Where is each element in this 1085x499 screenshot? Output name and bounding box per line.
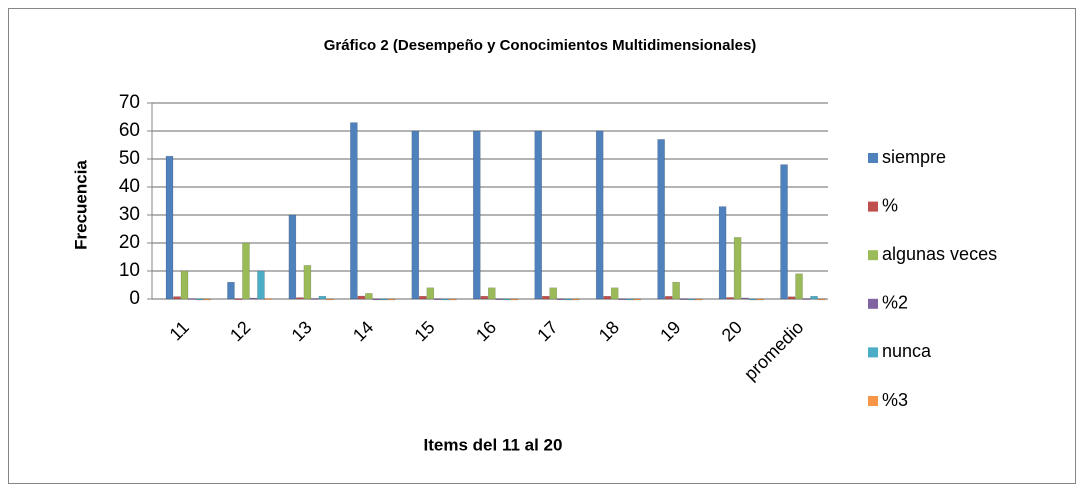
x-axis-title: Items del 11 al 20 <box>424 435 563 454</box>
bar <box>610 287 619 300</box>
bar <box>726 297 734 300</box>
bar <box>664 296 673 300</box>
bar <box>165 155 174 300</box>
legend-label: % <box>882 195 898 215</box>
chart-border <box>8 8 1076 484</box>
bar <box>780 164 788 300</box>
bar <box>303 265 312 300</box>
bar <box>510 298 519 301</box>
bar <box>694 298 703 301</box>
bar <box>802 298 811 300</box>
bar <box>718 206 727 300</box>
bar <box>365 293 373 300</box>
bar <box>411 130 420 300</box>
legend-label: %3 <box>882 390 908 410</box>
bar <box>372 298 381 301</box>
bar <box>672 281 680 300</box>
y-tick-label: 60 <box>119 120 140 141</box>
bar <box>173 296 181 300</box>
y-tick-label: 40 <box>119 176 140 197</box>
bar <box>488 287 496 300</box>
y-axis-title: Frecuencia <box>71 160 90 250</box>
y-tick-label: 0 <box>129 288 140 309</box>
bar <box>257 270 265 300</box>
legend-swatch <box>868 201 878 212</box>
bar <box>549 287 557 300</box>
bar <box>380 298 388 301</box>
bar <box>203 298 211 301</box>
bar <box>318 295 327 300</box>
y-tick-label: 30 <box>119 204 140 225</box>
bar <box>741 297 749 300</box>
bar <box>657 139 665 300</box>
bar <box>296 297 304 300</box>
legend-label: algunas veces <box>882 244 997 264</box>
bar <box>534 130 542 300</box>
bar <box>357 295 366 300</box>
legend-swatch <box>868 153 878 163</box>
bar <box>756 298 764 301</box>
legend-label: siempre <box>882 147 946 167</box>
bar <box>434 298 442 301</box>
bar <box>288 214 297 300</box>
bar <box>449 298 457 301</box>
bar <box>242 242 250 300</box>
bar <box>180 270 189 300</box>
bar <box>195 298 204 301</box>
bar <box>787 296 796 300</box>
legend-swatch <box>868 396 878 406</box>
legend-swatch <box>868 298 878 309</box>
bar <box>249 297 258 300</box>
bar <box>625 298 634 301</box>
bar <box>556 298 565 301</box>
bar <box>679 298 688 300</box>
bar <box>350 122 358 300</box>
bar <box>733 237 742 300</box>
bar <box>810 295 818 300</box>
bar <box>473 130 481 300</box>
bar <box>687 298 695 301</box>
bar <box>311 298 319 300</box>
bar <box>188 298 196 300</box>
bar <box>795 273 803 300</box>
bar <box>480 295 489 300</box>
bar <box>571 298 580 301</box>
y-tick-label: 20 <box>119 232 140 253</box>
bar <box>817 298 826 301</box>
bar <box>633 298 641 301</box>
bar <box>426 287 435 300</box>
y-tick-label: 10 <box>119 260 140 281</box>
bar <box>387 298 396 301</box>
bar <box>618 298 626 301</box>
bar <box>748 298 757 301</box>
bar <box>419 295 427 300</box>
bar <box>503 298 511 301</box>
legend-label: %2 <box>882 293 908 313</box>
legend-swatch <box>868 250 878 261</box>
bar <box>603 295 611 300</box>
bar <box>234 298 243 300</box>
bar <box>564 298 572 301</box>
bar <box>495 298 504 301</box>
y-tick-label: 70 <box>119 92 140 113</box>
y-tick-label: 50 <box>119 148 140 169</box>
legend-swatch <box>868 347 878 358</box>
legend-label: nunca <box>882 341 932 361</box>
bar <box>326 298 334 301</box>
bar <box>541 295 550 300</box>
bar <box>264 298 273 300</box>
bar <box>227 281 235 300</box>
chart-title: Gráfico 2 (Desempeño y Conocimientos Mul… <box>324 37 757 54</box>
bar <box>595 130 604 300</box>
bar <box>441 298 450 301</box>
